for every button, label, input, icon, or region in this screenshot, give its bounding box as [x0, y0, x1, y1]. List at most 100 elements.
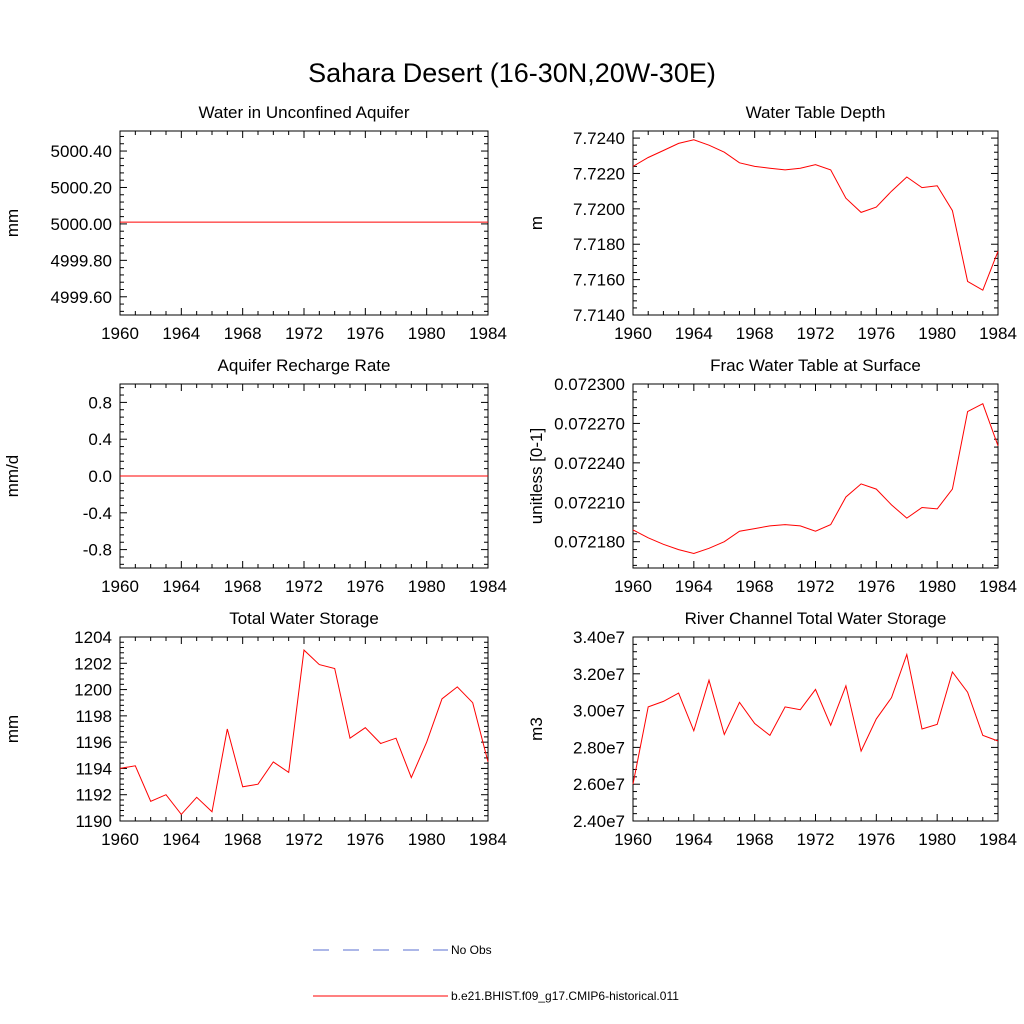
panel-frac-water-table-at-surface: 1960 1964 1968 1972 1976 1980 1984 0.072180 0.07… [527, 356, 1017, 596]
x-tick-label: 1960 [614, 324, 652, 343]
x-tick-label: 1976 [346, 830, 384, 849]
x-tick-label: 1968 [224, 324, 262, 343]
legend-no-obs-label: No Obs [451, 943, 492, 957]
x-tick-label: 1968 [224, 577, 262, 596]
y-tick-label: 0.072210 [554, 493, 625, 512]
legend: No Obs b.e21.BHIST.f09_g17.CMIP6-histori… [313, 943, 679, 1003]
x-tick-label: 1980 [918, 830, 956, 849]
y-tick-label: 2.80e7 [573, 738, 625, 757]
x-tick-label: 1960 [101, 577, 139, 596]
x-tick-label: 1968 [736, 830, 774, 849]
y-tick-label: 2.40e7 [573, 812, 625, 831]
series-line [632, 139, 999, 291]
x-tick-label: 1960 [614, 577, 652, 596]
x-tick-label: 1964 [675, 324, 713, 343]
x-tick-label: 1976 [857, 324, 895, 343]
plot-frame [119, 636, 489, 822]
y-axis-label: m3 [527, 717, 546, 741]
y-tick-label: 1200 [74, 681, 112, 700]
x-tick-label: 1980 [408, 577, 446, 596]
x-tick-label: 1972 [285, 577, 323, 596]
x-tick-label: 1964 [675, 830, 713, 849]
x-tick-label: 1960 [101, 324, 139, 343]
y-tick-label: 7.7200 [573, 200, 625, 219]
y-tick-label: 7.7140 [573, 306, 625, 325]
y-tick-label: 0.072240 [554, 454, 625, 473]
x-tick-label: 1976 [346, 324, 384, 343]
x-tick-label: 1984 [979, 830, 1017, 849]
y-axis-label: mm [3, 715, 22, 743]
y-tick-label: 2.60e7 [573, 775, 625, 794]
x-tick-label: 1964 [162, 830, 200, 849]
y-tick-label: 5000.20 [51, 178, 112, 197]
y-tick-label: 5000.00 [51, 215, 112, 234]
series-line [632, 652, 999, 785]
y-tick-label: 7.7240 [573, 129, 625, 148]
y-tick-label: 1198 [75, 707, 112, 726]
y-tick-label: 1190 [75, 812, 112, 831]
y-tick-label: 7.7220 [573, 164, 625, 183]
y-tick-label: 7.7180 [573, 235, 625, 254]
panel-title: Aquifer Recharge Rate [218, 356, 391, 375]
y-tick-label: 0.072270 [554, 414, 625, 433]
x-tick-label: 1980 [918, 577, 956, 596]
y-axis-label: mm [3, 209, 22, 237]
y-tick-label: 1204 [74, 628, 112, 647]
plot-frame [632, 636, 999, 822]
plot-frame [119, 130, 489, 316]
y-tick-label: 5000.40 [51, 142, 112, 161]
x-tick-label: 1964 [675, 577, 713, 596]
panel-title: Water in Unconfined Aquifer [198, 103, 409, 122]
x-tick-label: 1984 [469, 830, 507, 849]
y-tick-label: 3.20e7 [573, 665, 625, 684]
x-tick-label: 1964 [162, 577, 200, 596]
y-tick-label: 3.40e7 [573, 628, 625, 647]
panel-water-table-depth: 1960 1964 1968 1972 1976 1980 1984 7.7140 7.7160… [527, 103, 1017, 343]
x-tick-label: 1964 [162, 324, 200, 343]
y-tick-label: 1202 [74, 654, 112, 673]
panel-title: River Channel Total Water Storage [685, 609, 947, 628]
plot-frame [632, 383, 999, 569]
series-line [119, 649, 489, 816]
x-tick-label: 1976 [857, 830, 895, 849]
x-tick-label: 1972 [797, 830, 835, 849]
x-tick-label: 1972 [285, 324, 323, 343]
legend-model-label: b.e21.BHIST.f09_g17.CMIP6-historical.011 [451, 989, 679, 1003]
y-tick-label: -0.4 [83, 504, 112, 523]
panel-river-channel-total-water-storage: 1960 1964 1968 1972 1976 1980 1984 2.40e7 2.60e7… [527, 609, 1017, 849]
x-tick-label: 1980 [918, 324, 956, 343]
panel-total-water-storage: 1960 1964 1968 1972 1976 1980 1984 1190 1192 1194… [3, 609, 507, 849]
x-tick-label: 1972 [797, 324, 835, 343]
x-tick-label: 1980 [408, 830, 446, 849]
y-tick-label: 1194 [75, 759, 112, 778]
x-tick-label: 1984 [469, 577, 507, 596]
panel-title: Total Water Storage [229, 609, 379, 628]
y-tick-label: 3.00e7 [573, 702, 625, 721]
panel-title: Frac Water Table at Surface [710, 356, 921, 375]
x-tick-label: 1972 [797, 577, 835, 596]
x-tick-label: 1976 [857, 577, 895, 596]
x-tick-label: 1980 [408, 324, 446, 343]
y-tick-label: 4999.80 [51, 251, 112, 270]
y-tick-label: -0.8 [83, 541, 112, 560]
series-line [632, 402, 999, 555]
x-tick-label: 1968 [224, 830, 262, 849]
x-tick-label: 1984 [469, 324, 507, 343]
y-tick-label: 7.7160 [573, 271, 625, 290]
y-tick-label: 1196 [75, 733, 112, 752]
x-tick-label: 1976 [346, 577, 384, 596]
plot-frame [632, 130, 999, 316]
x-tick-label: 1984 [979, 577, 1017, 596]
y-axis-label: mm/d [3, 455, 22, 498]
y-tick-label: 0.8 [88, 393, 112, 412]
panel-title: Water Table Depth [746, 103, 886, 122]
y-tick-label: 0.0 [88, 467, 112, 486]
x-tick-label: 1960 [614, 830, 652, 849]
y-tick-label: 0.072180 [554, 533, 625, 552]
x-tick-label: 1972 [285, 830, 323, 849]
y-tick-label: 0.4 [88, 430, 112, 449]
x-tick-label: 1968 [736, 577, 774, 596]
x-tick-label: 1960 [101, 830, 139, 849]
x-tick-label: 1984 [979, 324, 1017, 343]
